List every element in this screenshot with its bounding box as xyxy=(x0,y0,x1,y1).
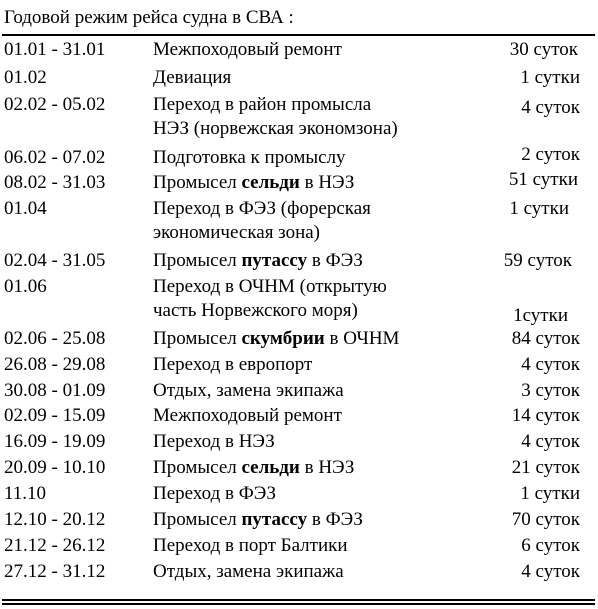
activity-description: Переход в порт Балтики xyxy=(153,535,348,556)
date-range: 01.06 xyxy=(4,276,47,297)
description-text: Промысел xyxy=(153,250,242,271)
table-row: 21.12 - 26.12 Переход в порт Балтики 6 с… xyxy=(0,534,598,560)
date-range: 26.08 - 29.08 xyxy=(4,354,106,375)
duration: 30 суток xyxy=(509,39,578,60)
table-row: 27.12 - 31.12 Отдых, замена экипажа 4 су… xyxy=(0,560,598,586)
activity-description: Межпоходовый ремонт xyxy=(153,405,342,426)
date-range: 02.04 - 31.05 xyxy=(4,250,106,271)
activity-description: Переход в европорт xyxy=(153,354,313,375)
duration: 3 суток xyxy=(521,380,580,401)
date-range: 16.09 - 19.09 xyxy=(4,431,106,452)
description-text: Промысел xyxy=(153,328,242,349)
date-range: 11.10 xyxy=(4,483,47,504)
duration: 70 суток xyxy=(511,509,580,530)
date-range: 20.09 - 10.10 xyxy=(4,457,106,478)
table-row: 26.08 - 29.08 Переход в европорт 4 суток xyxy=(0,353,598,379)
table-row: 01.01 - 31.01 Межпоходовый ремонт 30 сут… xyxy=(0,38,598,66)
description-line: Переход в ФЭЗ (форерская xyxy=(153,198,371,219)
table-row: 11.10 Переход в ФЭЗ 1 сутки xyxy=(0,482,598,508)
date-range: 01.01 - 31.01 xyxy=(4,39,106,60)
fish-species: сельди xyxy=(241,457,300,478)
duration: 84 суток xyxy=(511,328,580,349)
date-range: 30.08 - 01.09 xyxy=(4,380,106,401)
fish-species: путассу xyxy=(241,250,308,271)
table-row: 12.10 - 20.12 Промысел путассу в ФЭЗ 70 … xyxy=(0,508,598,534)
duration: 14 суток xyxy=(511,405,580,426)
duration: 21 суток xyxy=(511,457,580,478)
date-range: 02.02 - 05.02 xyxy=(4,94,106,115)
activity-description: Переход в ФЭЗ (форерская экономическая з… xyxy=(153,197,473,245)
description-text: в ФЭЗ xyxy=(307,250,363,271)
activity-description: Переход в район промысла НЭЗ (норвежская… xyxy=(153,93,473,141)
duration: 4 суток xyxy=(521,97,580,118)
duration: 4 суток xyxy=(521,561,580,582)
description-line: Переход в район промысла xyxy=(153,94,372,115)
date-range: 27.12 - 31.12 xyxy=(4,561,106,582)
activity-description: Межпоходовый ремонт xyxy=(153,39,342,60)
date-range: 08.02 - 31.03 xyxy=(4,172,106,193)
table-row: 20.09 - 10.10 Промысел сельди в НЭЗ 21 с… xyxy=(0,456,598,482)
duration: 1 сутки xyxy=(520,67,580,88)
activity-description: Промысел путассу в ФЭЗ xyxy=(153,249,473,273)
date-range: 01.02 xyxy=(4,67,47,88)
description-line: Переход в ОЧНМ (открытую xyxy=(153,276,387,297)
duration: 4 суток xyxy=(521,354,580,375)
document-title: Годовой режим рейса судна в СВА : xyxy=(4,7,294,28)
date-range: 02.09 - 15.09 xyxy=(4,405,106,426)
description-text: в ОЧНМ xyxy=(324,328,400,349)
table-row: 01.02 Девиация 1 сутки xyxy=(0,66,598,93)
activity-description: Подготовка к промыслу xyxy=(153,147,346,168)
duration: 4 суток xyxy=(521,431,580,452)
duration: 1 сутки xyxy=(509,198,569,219)
table-row: 16.09 - 19.09 Переход в НЭЗ 4 суток xyxy=(0,430,598,456)
date-range: 12.10 - 20.12 xyxy=(4,509,106,530)
description-line: НЭЗ (норвежская экономзона) xyxy=(153,118,398,139)
duration: 59 суток xyxy=(503,250,572,271)
activity-description: Переход в ОЧНМ (открытую часть Норвежско… xyxy=(153,275,473,323)
table-bottom-rule xyxy=(2,599,595,601)
duration: 51 сутки xyxy=(508,169,578,190)
duration: 6 суток xyxy=(521,535,580,556)
activity-description: Промысел скумбрии в ОЧНМ xyxy=(153,327,473,351)
description-line: часть Норвежского моря) xyxy=(153,300,358,321)
description-line: экономическая зона) xyxy=(153,222,321,243)
description-text: в НЭЗ xyxy=(299,172,355,193)
activity-description: Промысел путассу в ФЭЗ xyxy=(153,508,473,532)
duration: 2 суток xyxy=(521,144,580,165)
description-text: Промысел xyxy=(153,509,242,530)
activity-description: Переход в НЭЗ xyxy=(153,431,275,452)
table-row: 02.02 - 05.02 Переход в район промысла Н… xyxy=(0,93,598,146)
table-row: 02.09 - 15.09 Межпоходовый ремонт 14 сут… xyxy=(0,404,598,430)
duration: 1 сутки xyxy=(520,483,580,504)
fish-species: сельди xyxy=(241,172,300,193)
table-top-rule xyxy=(2,34,595,36)
duration: 1сутки xyxy=(513,305,568,326)
date-range: 06.02 - 07.02 xyxy=(4,147,106,168)
activity-description: Промысел сельди в НЭЗ xyxy=(153,171,473,195)
activity-description: Отдых, замена экипажа xyxy=(153,380,344,401)
table-row: 02.04 - 31.05 Промысел путассу в ФЭЗ 59 … xyxy=(0,249,598,275)
fish-species: путассу xyxy=(241,509,308,530)
activity-description: Отдых, замена экипажа xyxy=(153,561,344,582)
description-text: Промысел xyxy=(153,172,242,193)
description-text: в ФЭЗ xyxy=(307,509,363,530)
date-range: 21.12 - 26.12 xyxy=(4,535,106,556)
table-row: 02.06 - 25.08 Промысел скумбрии в ОЧНМ 8… xyxy=(0,327,598,353)
table-row: 01.04 Переход в ФЭЗ (форерская экономиче… xyxy=(0,197,598,249)
table-bottom-rule-double xyxy=(2,603,595,605)
description-text: Промысел xyxy=(153,457,242,478)
date-range: 01.04 xyxy=(4,198,47,219)
activity-description: Переход в ФЭЗ xyxy=(153,483,277,504)
table-row: 06.02 - 07.02 Подготовка к промыслу 2 су… xyxy=(0,144,598,171)
activity-description: Промысел сельди в НЭЗ xyxy=(153,456,473,480)
fish-species: скумбрии xyxy=(241,328,325,349)
schedule-table: 01.01 - 31.01 Межпоходовый ремонт 30 сут… xyxy=(0,38,598,586)
table-row: 08.02 - 31.03 Промысел сельди в НЭЗ 51 с… xyxy=(0,169,598,197)
date-range: 02.06 - 25.08 xyxy=(4,328,106,349)
description-text: в НЭЗ xyxy=(299,457,355,478)
activity-description: Девиация xyxy=(153,67,232,88)
table-row: 01.06 Переход в ОЧНМ (открытую часть Нор… xyxy=(0,275,598,327)
table-row: 30.08 - 01.09 Отдых, замена экипажа 3 су… xyxy=(0,379,598,404)
